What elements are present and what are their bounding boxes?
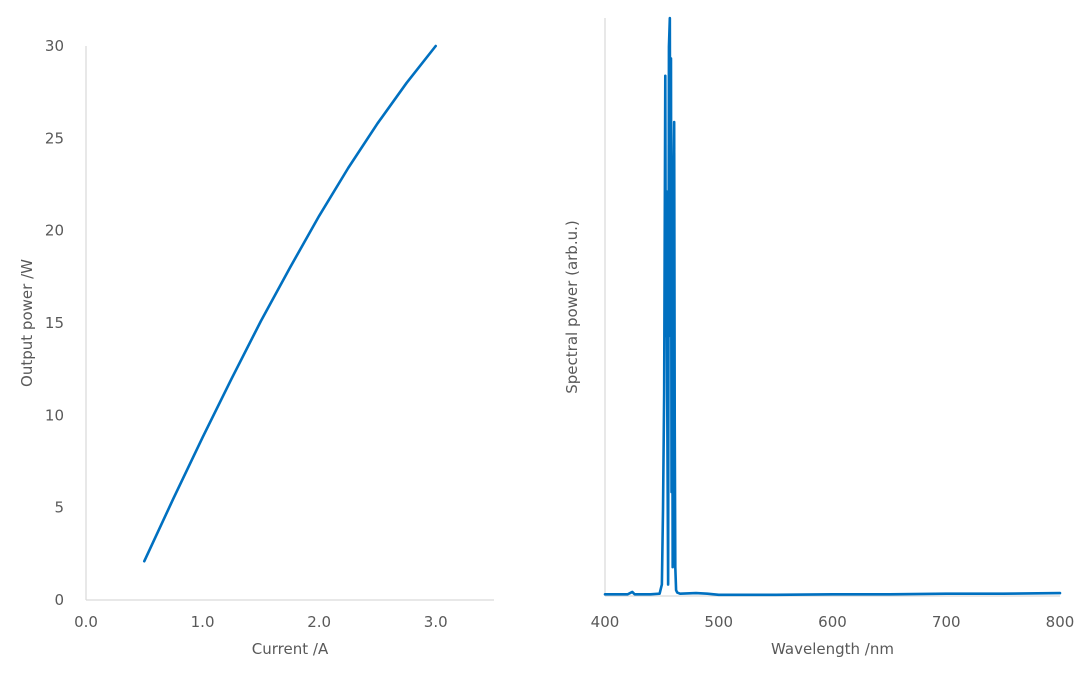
spectrum-chart: 400 500 600 700 800 Wavelength /nm Spectral po… <box>563 16 1075 658</box>
y-tick-label: 0 <box>54 591 64 609</box>
y-tick-label: 25 <box>45 129 64 147</box>
x-tick-label: 600 <box>818 613 847 631</box>
series-line-0 <box>142 44 438 563</box>
series-line-0 <box>603 16 1062 597</box>
x-tick-label: 2.0 <box>307 613 331 631</box>
y-tick-label: 10 <box>45 406 64 424</box>
x-tick-label: 1.0 <box>191 613 215 631</box>
y-tick-label: 30 <box>45 37 64 55</box>
y-axis-title: Output power /W <box>18 259 36 387</box>
x-axis-title: Current /A <box>252 640 329 658</box>
x-tick-label: 3.0 <box>424 613 448 631</box>
x-tick-label: 400 <box>591 613 620 631</box>
x-tick-label: 0.0 <box>74 613 98 631</box>
x-axis-title: Wavelength /nm <box>771 640 894 658</box>
y-tick-label: 20 <box>45 222 64 240</box>
x-tick-label: 500 <box>704 613 733 631</box>
power-current-chart: 0.0 1.0 2.0 3.0 0 5 10 15 20 25 30 Current /A Output… <box>18 37 494 658</box>
y-tick-label: 15 <box>45 314 64 332</box>
x-tick-label: 700 <box>932 613 961 631</box>
x-tick-label: 800 <box>1046 613 1075 631</box>
y-tick-label: 5 <box>54 499 64 517</box>
y-axis-title: Spectral power (arb.u.) <box>563 220 581 393</box>
